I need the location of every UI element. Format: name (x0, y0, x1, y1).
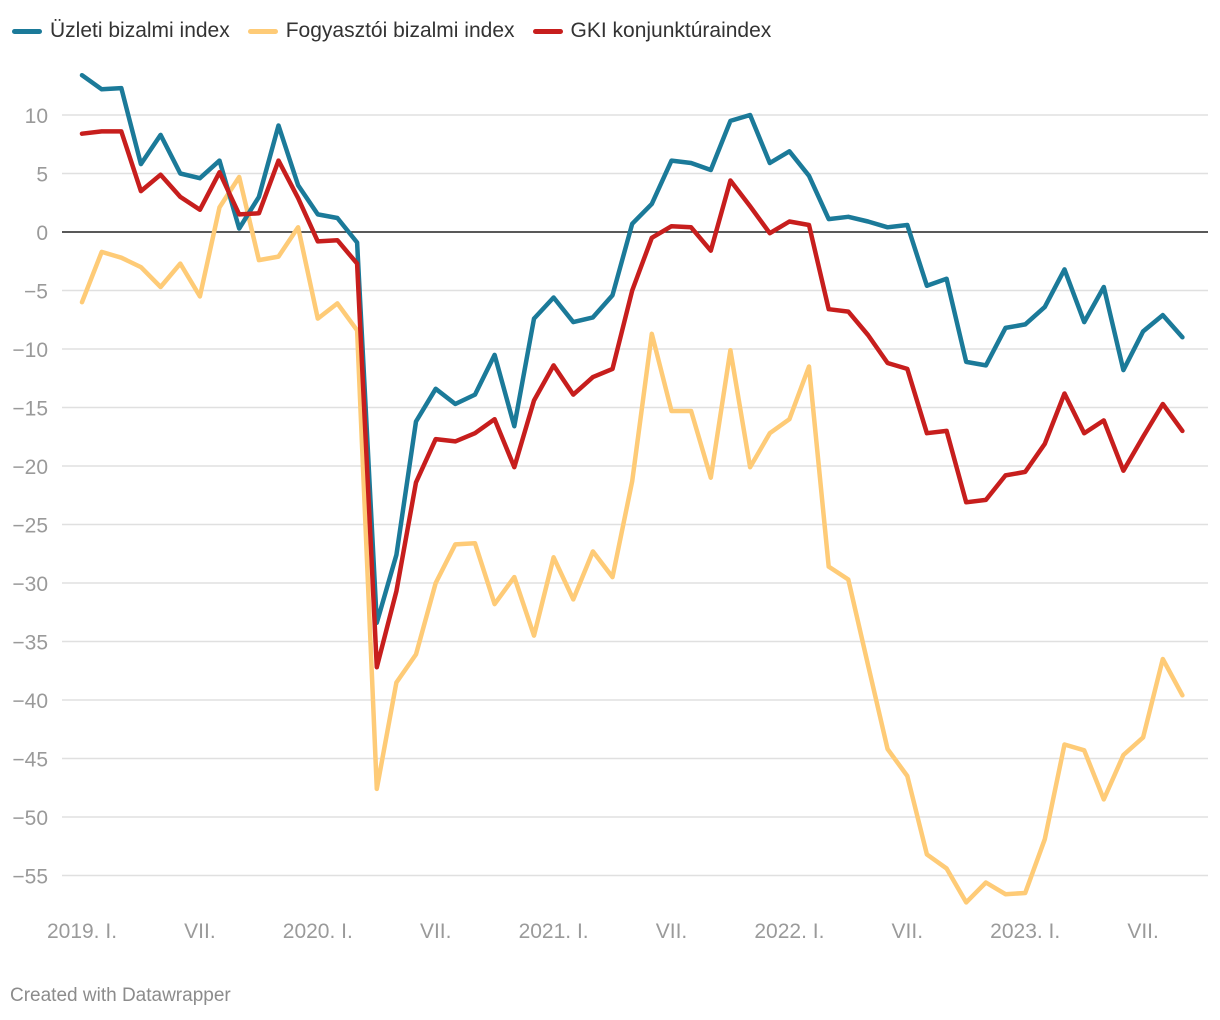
x-tick-label: 2023. I. (990, 920, 1060, 943)
series-line-uzleti (79, 72, 1185, 626)
x-tick-label: VII. (656, 920, 688, 943)
series-line-fogyasztoi (79, 174, 1185, 905)
y-tick-label: −55 (12, 866, 48, 889)
legend-label-gki: GKI konjunktúraindex (570, 19, 772, 42)
y-tick-label: −25 (12, 515, 48, 538)
x-tick-label: 2021. I. (519, 920, 589, 943)
chart-legend: Üzleti bizalmi index Fogyasztói bizalmi … (12, 16, 789, 46)
y-tick-label: 5 (36, 164, 48, 187)
legend-item-uzleti: Üzleti bizalmi index (12, 19, 230, 43)
legend-item-gki: GKI konjunktúraindex (532, 19, 772, 43)
x-tick-label: 2019. I. (47, 920, 117, 943)
y-tick-label: −10 (12, 339, 48, 362)
y-tick-label: −15 (12, 398, 48, 421)
series-line-gki (79, 129, 1185, 670)
y-tick-label: 10 (25, 105, 48, 128)
series-layer (79, 72, 1185, 905)
x-tick-label: VII. (892, 920, 924, 943)
y-tick-label: 0 (36, 222, 48, 245)
y-tick-label: −30 (12, 573, 48, 596)
y-axis-ticks: 10 5 0 −5 −10 −15 −20 −25 −30 −35 −40 −45 −50 −55 (12, 105, 48, 889)
grid-layer (62, 114, 1208, 877)
x-axis-ticks: 2019. I. VII. 2020. I. VII. 2021. I. VII. 2022… (47, 920, 1159, 943)
y-tick-label: −20 (12, 456, 48, 479)
y-tick-label: −45 (12, 749, 48, 772)
x-tick-label: VII. (184, 920, 216, 943)
legend-item-fogyasztoi: Fogyasztói bizalmi index (247, 19, 515, 43)
legend-swatch-gki (532, 28, 563, 34)
legend-label-fogyasztoi: Fogyasztói bizalmi index (285, 19, 515, 42)
x-tick-label: VII. (420, 920, 452, 943)
x-tick-label: 2022. I. (754, 920, 824, 943)
y-tick-label: −50 (12, 807, 48, 830)
y-tick-label: −40 (12, 690, 48, 713)
legend-swatch-fogyasztoi (247, 28, 278, 34)
y-tick-label: −5 (24, 281, 48, 304)
footer-credit: Created with Datawrapper (10, 985, 231, 1006)
legend-swatch-uzleti (12, 28, 42, 34)
x-tick-label: VII. (1127, 920, 1159, 943)
legend-label-uzleti: Üzleti bizalmi index (50, 19, 230, 42)
x-tick-label: 2020. I. (283, 920, 353, 943)
y-tick-label: −35 (12, 632, 48, 655)
